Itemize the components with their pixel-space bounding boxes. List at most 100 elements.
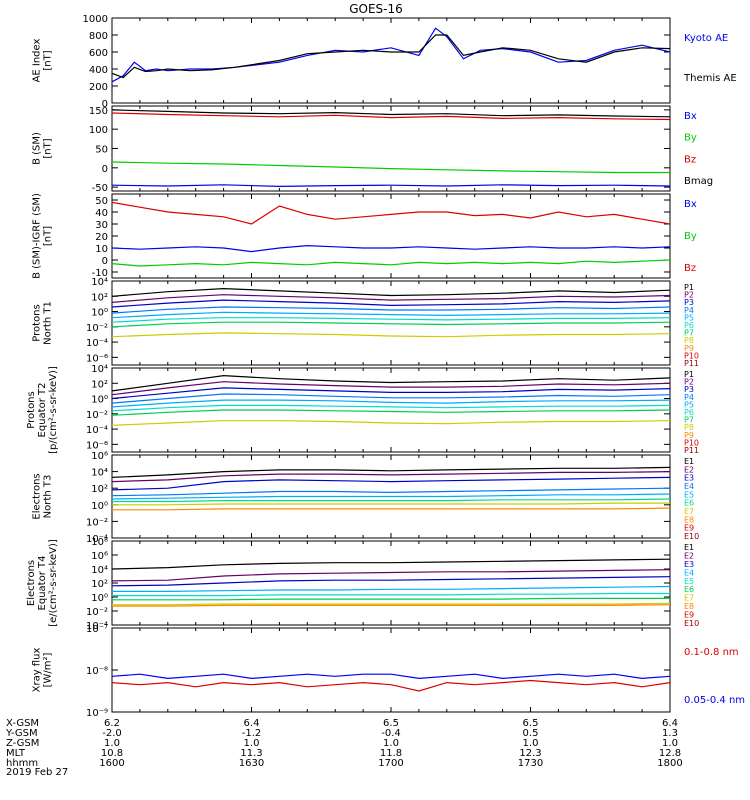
x-tick-label: 1.0 — [244, 738, 260, 749]
x-tick-label: 0.5 — [523, 728, 539, 739]
y-axis-label-line: B (SM) — [32, 132, 43, 165]
x-row-label: MLT — [6, 748, 26, 759]
legend-p7: P7 — [684, 329, 694, 338]
y-axis-label: B (SM)[nT] — [32, 132, 54, 165]
legend-e5: E5 — [684, 577, 694, 586]
legend-by: By — [684, 133, 697, 144]
y-tick-label: 10⁻⁴ — [86, 621, 108, 632]
y-tick-label: 100 — [89, 125, 108, 136]
series-line-p8 — [111, 332, 671, 338]
legend-e1: E1 — [684, 543, 694, 552]
x-tick-label: 1.0 — [383, 738, 399, 749]
y-tick-label: 1000 — [83, 14, 108, 25]
legend-p6: P6 — [684, 321, 694, 330]
y-tick-label: 10⁻² — [86, 410, 108, 421]
legend-p3: P3 — [684, 298, 694, 307]
y-tick-label: 10⁻⁶ — [86, 440, 108, 451]
legend-0-05-0-4-nm: 0.05-0.4 nm — [684, 695, 745, 706]
legend-p1: P1 — [684, 283, 694, 292]
y-tick-label: 10⁴ — [91, 468, 108, 479]
series-line-p3 — [111, 299, 671, 308]
series-line-p1 — [111, 374, 671, 392]
y-tick-label: 10⁻⁸ — [86, 666, 108, 677]
x-row-label: Z-GSM — [6, 738, 39, 749]
legend-e1: E1 — [684, 457, 694, 466]
x-axis-table: X-GSMY-GSMZ-GSMMLThhmm6.2-2.01.010.81600… — [5, 718, 683, 769]
y-tick-label: 10⁻² — [86, 517, 108, 528]
series-line-p6 — [111, 404, 671, 412]
legend-e10: E10 — [684, 532, 699, 541]
x-tick-label: 1.3 — [662, 728, 678, 739]
series-line-p5 — [111, 311, 671, 319]
y-axis-label: ProtonsNorth T1 — [32, 301, 54, 345]
legend-p11: P11 — [684, 446, 699, 455]
series-line-p8 — [111, 420, 671, 426]
series-line-e7 — [112, 502, 670, 506]
y-tick-label: 10⁻⁴ — [86, 338, 108, 349]
y-axis-label-line: Electrons — [32, 473, 43, 519]
y-tick-label: 600 — [89, 48, 108, 59]
y-axis-label-line: Equator T2 — [37, 383, 48, 438]
legend-0-1-0-8-nm: 0.1-0.8 nm — [684, 647, 739, 658]
y-tick-label: 150 — [89, 106, 108, 117]
y-axis-label-line: Electrons — [26, 560, 37, 606]
y-axis-label-line: Equator T4 — [37, 556, 48, 611]
legend-p10: P10 — [684, 351, 699, 360]
series-line-p4 — [111, 393, 671, 404]
panel-xray: 10⁻⁹ 10⁻⁸ 10⁻⁷ Xray flux[W/m²] 0.1-0.8 nm 0.0… — [32, 624, 746, 719]
series-line-by — [111, 259, 671, 267]
legend-e8: E8 — [684, 602, 694, 611]
y-axis-label: ElectronsNorth T3 — [32, 473, 54, 519]
x-tick-label: -0.4 — [381, 728, 401, 739]
y-tick-label: 0 — [102, 164, 108, 175]
series-line-p1 — [111, 287, 671, 297]
legend-p5: P5 — [684, 313, 694, 322]
y-axis-label-line: [W/m²] — [43, 652, 54, 687]
date-label: 2019 Feb 27 — [6, 767, 68, 778]
series-line-e6 — [112, 498, 671, 503]
x-tick-label: 11.8 — [380, 748, 402, 759]
series-line-p5 — [111, 399, 671, 408]
series-line-e2 — [111, 471, 671, 483]
legend-bx: Bx — [684, 111, 697, 122]
legend-p9: P9 — [684, 344, 694, 353]
panel-frame — [111, 627, 671, 713]
x-row-label: X-GSM — [6, 718, 39, 729]
x-row-label: hhmm — [6, 758, 38, 769]
series-line-0-05-0-4-nm — [111, 673, 671, 680]
legend-p1: P1 — [684, 370, 694, 379]
series-line-p7 — [111, 321, 671, 328]
legend-by: By — [684, 231, 697, 242]
y-axis-label-line: [p/(cm²-s-sr-keV)] — [48, 366, 59, 454]
y-tick-label: 400 — [89, 65, 108, 76]
series-line-bx — [111, 244, 671, 253]
legend-p3: P3 — [684, 385, 694, 394]
legend-p8: P8 — [684, 336, 694, 345]
series-line-bz — [111, 112, 671, 121]
series-line-e5 — [111, 493, 671, 500]
y-tick-label: 10⁻⁴ — [86, 425, 108, 436]
y-tick-label: 10⁴ — [91, 277, 108, 288]
legend-e6: E6 — [684, 585, 694, 594]
series-line-e4 — [111, 487, 671, 497]
series-line-bmag — [111, 109, 671, 118]
y-axis-label: ProtonsEquator T2[p/(cm²-s-sr-keV)] — [26, 366, 59, 454]
x-tick-label: 1.0 — [523, 738, 539, 749]
legend-bz: Bz — [684, 263, 696, 274]
series-line-p6 — [111, 317, 671, 323]
legend-e4: E4 — [684, 568, 694, 577]
legend-p4: P4 — [684, 393, 694, 402]
y-axis-label-line: [nT] — [43, 138, 54, 158]
legend-e3: E3 — [684, 560, 694, 569]
series-line-themis-ae — [111, 34, 671, 79]
y-axis-label-line: North T3 — [43, 475, 54, 519]
y-axis-label-line: AE Index — [32, 38, 43, 82]
legend-p4: P4 — [684, 306, 694, 315]
legend-p9: P9 — [684, 431, 694, 440]
legend-p8: P8 — [684, 423, 694, 432]
x-tick-label: -1.2 — [242, 728, 262, 739]
x-tick-label: 6.2 — [104, 718, 120, 729]
legend-e2: E2 — [684, 551, 694, 560]
series-line-e7 — [112, 602, 671, 606]
